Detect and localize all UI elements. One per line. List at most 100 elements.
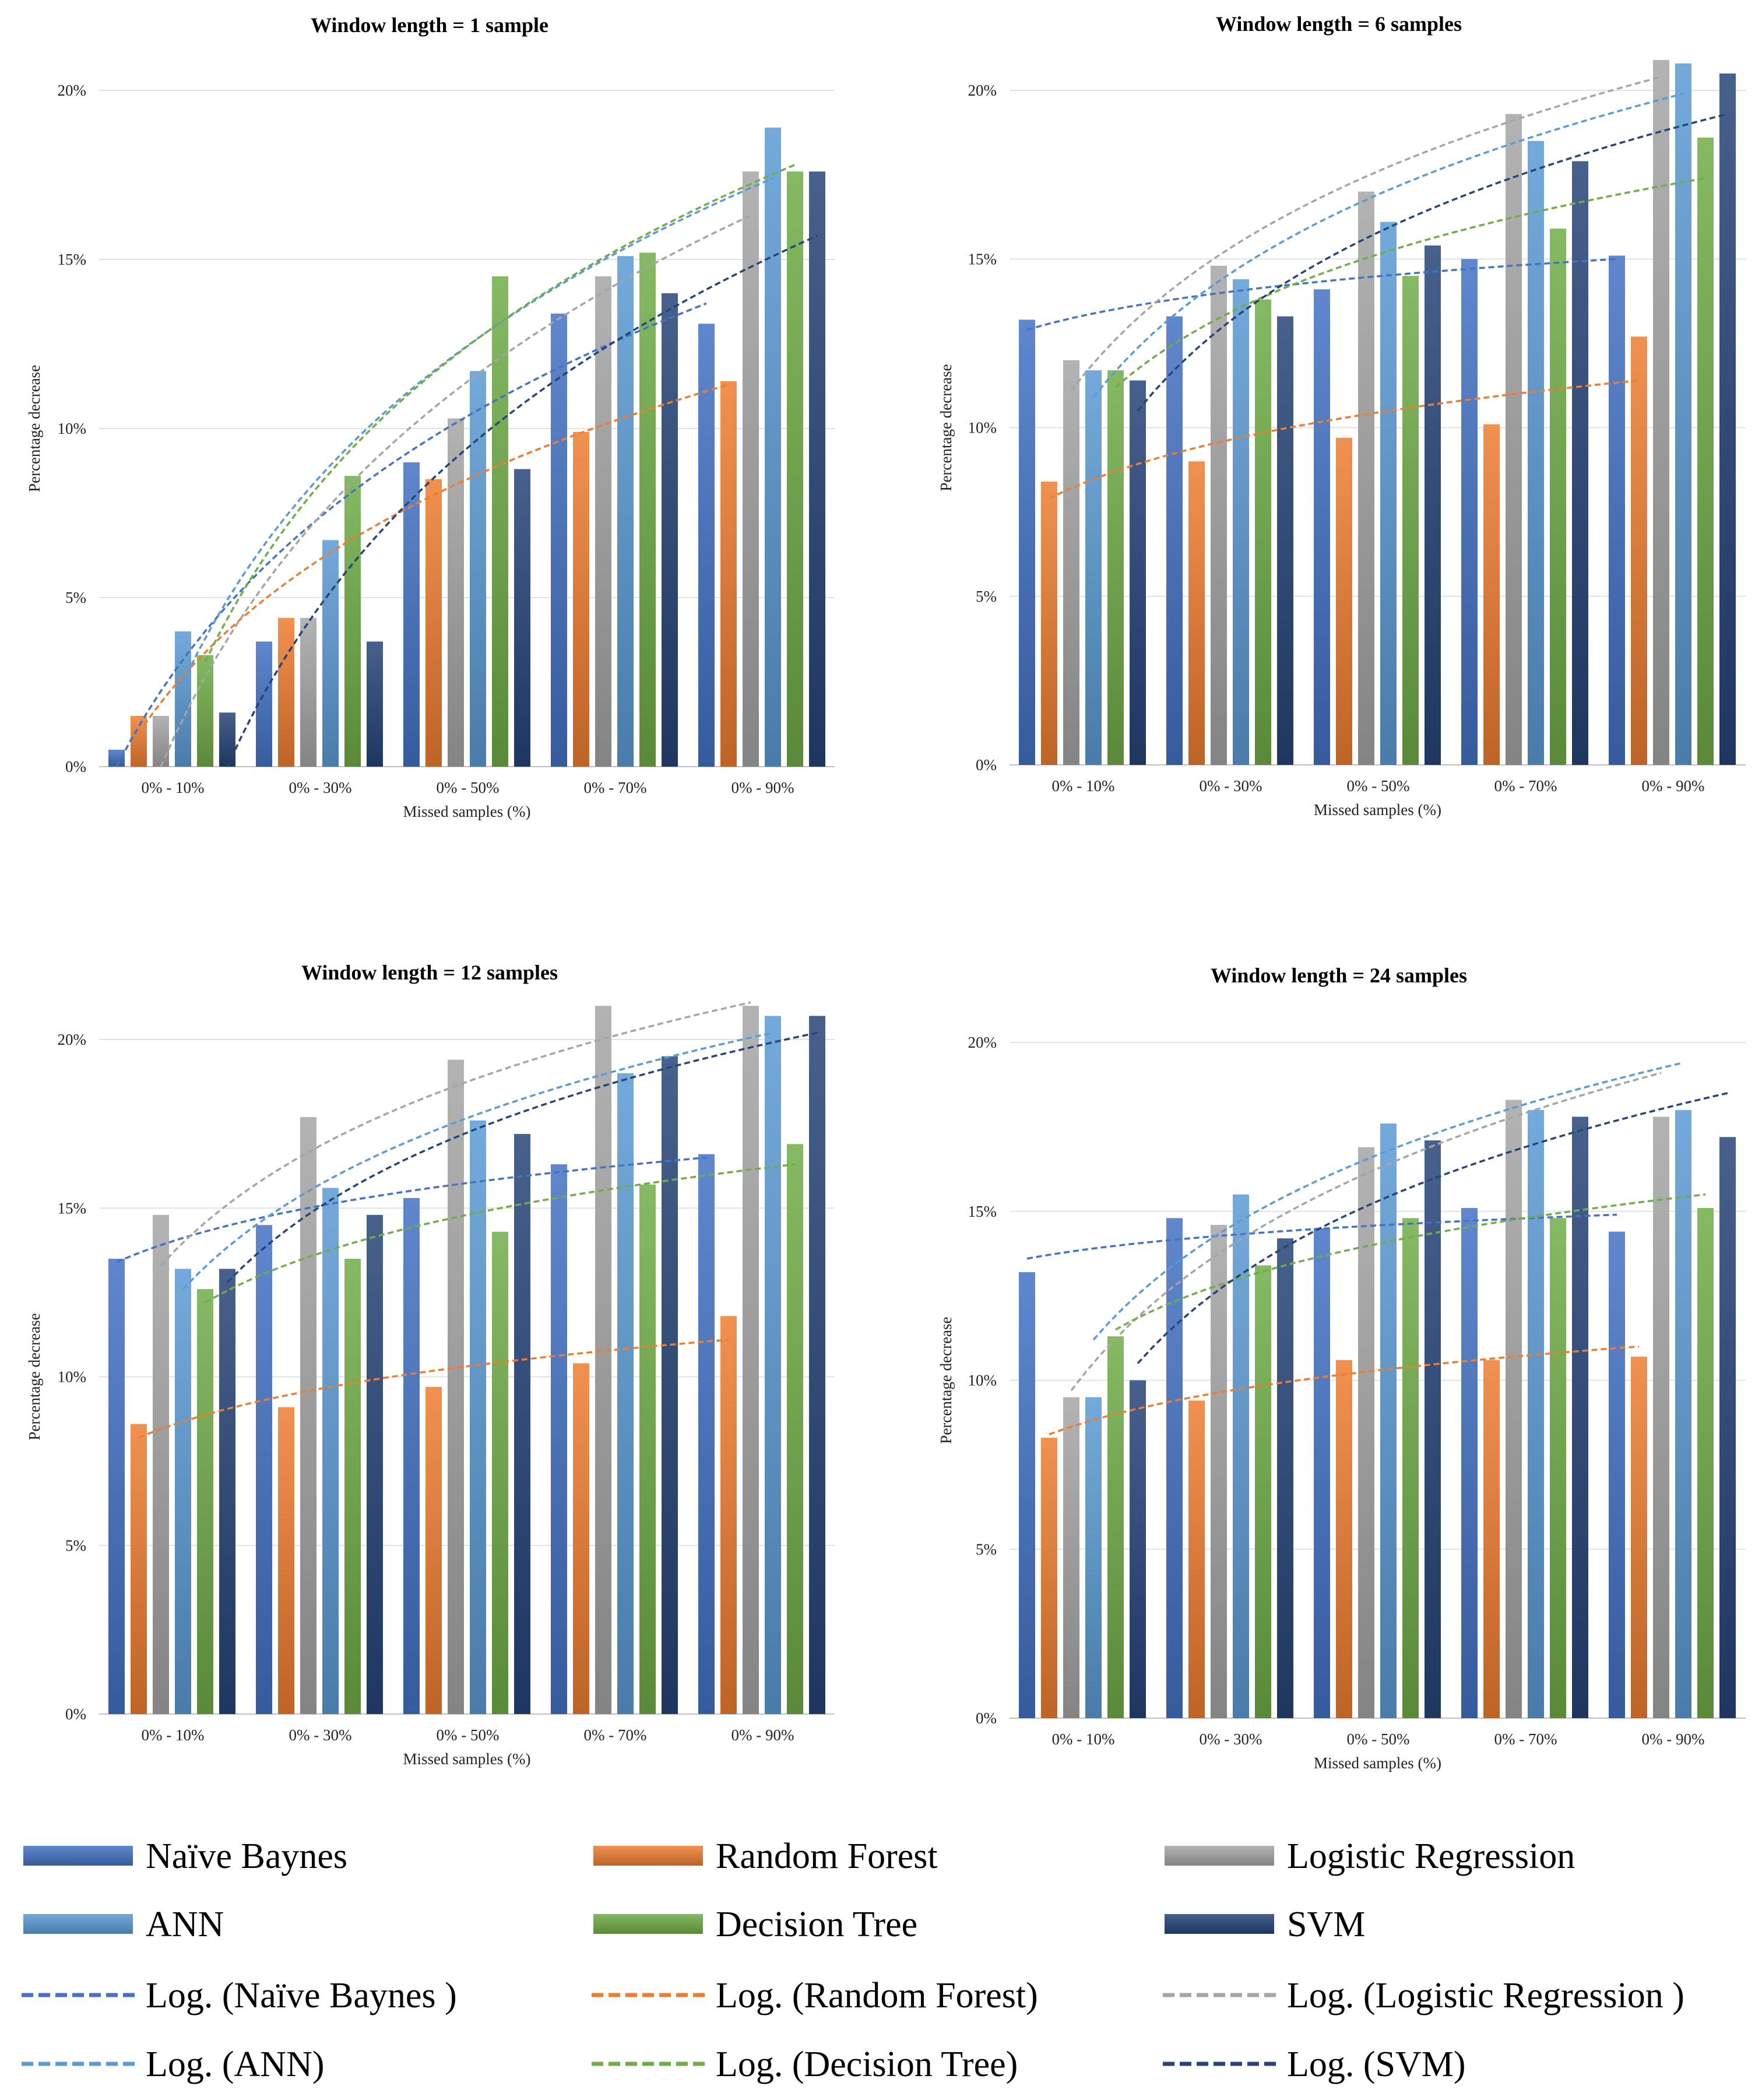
bar-logistic-regression-4 <box>1506 114 1522 765</box>
y-tick-label: 20% <box>968 1034 997 1051</box>
bar-random-forest-4 <box>1483 1360 1500 1718</box>
legend-label: Log. (Logistic Regression ) <box>1287 1976 1684 2015</box>
bar-logistic-regression-5 <box>1653 1116 1669 1718</box>
bar-na-ve-baynes-1 <box>108 1259 125 1714</box>
bar-random-forest-5 <box>720 381 737 767</box>
bar-random-forest-2 <box>278 1407 294 1714</box>
y-tick-label: 10% <box>968 1372 997 1389</box>
bar-logistic-regression-3 <box>1358 191 1374 765</box>
legend-item: Log. (ANN) <box>22 2045 325 2084</box>
bar-ann-2 <box>322 540 339 767</box>
bar-decision-tree-1 <box>1107 370 1124 765</box>
bar-svm-5 <box>809 1016 825 1714</box>
chart-title: Window length = 24 samples <box>1211 964 1467 987</box>
trendlines <box>115 163 818 767</box>
trendline-log-na-ve-baynes <box>1026 258 1617 331</box>
bar-ann-4 <box>617 256 634 767</box>
x-tick-label: 0% - 50% <box>437 779 500 796</box>
trendline-log-ann <box>182 1031 773 1290</box>
trendlines <box>1026 1062 1728 1435</box>
bar-svm-1 <box>1130 380 1146 765</box>
trendline-log-svm <box>1137 1092 1728 1364</box>
x-tick-label: 0% - 70% <box>584 779 647 796</box>
bar-na-ve-baynes-4 <box>551 313 567 767</box>
bar-svm-1 <box>1130 1380 1146 1718</box>
bar-svm-5 <box>1719 1137 1736 1718</box>
bar-na-ve-baynes-1 <box>108 750 125 767</box>
bar-decision-tree-3 <box>492 1231 508 1714</box>
bar-ann-2 <box>322 1188 339 1714</box>
bar-logistic-regression-3 <box>1358 1147 1374 1718</box>
y-tick-label: 5% <box>976 1540 997 1558</box>
bar-decision-tree-2 <box>1255 299 1271 765</box>
bar-ann-4 <box>1528 141 1544 765</box>
bar-ann-5 <box>765 127 781 767</box>
legend-swatch <box>23 1914 133 1934</box>
bar-decision-tree-5 <box>787 1144 803 1714</box>
legend-label: SVM <box>1287 1905 1365 1944</box>
bar-ann-5 <box>1675 63 1691 765</box>
bar-decision-tree-2 <box>344 1259 361 1714</box>
y-tick-label: 0% <box>976 756 997 774</box>
bar-ann-3 <box>470 371 486 767</box>
trendline-log-svm <box>226 234 818 767</box>
legend-swatch <box>23 1846 133 1866</box>
y-axis-label: Percentage decrease <box>937 364 955 491</box>
bars <box>1019 1100 1736 1718</box>
legend-item: Naïve Baynes <box>23 1836 347 1876</box>
y-axis-label: Percentage decrease <box>937 1316 955 1444</box>
bar-ann-2 <box>1233 279 1249 765</box>
bar-ann-3 <box>1380 1123 1397 1718</box>
x-tick-label: 0% - 90% <box>1642 1730 1705 1748</box>
trendline-log-decision-tree <box>1114 177 1706 388</box>
x-tick-label: 0% - 10% <box>142 1726 205 1744</box>
y-tick-label: 5% <box>65 1537 86 1554</box>
bar-random-forest-1 <box>1041 482 1057 765</box>
bar-ann-1 <box>1085 1397 1102 1718</box>
chart-title: Window length = 6 samples <box>1216 12 1462 36</box>
bar-decision-tree-5 <box>787 171 803 767</box>
y-tick-label: 5% <box>976 588 997 605</box>
legend-swatch <box>593 1846 703 1866</box>
bar-logistic-regression-4 <box>595 276 611 767</box>
trendlines <box>116 1001 818 1439</box>
bar-na-ve-baynes-4 <box>1461 259 1478 765</box>
y-tick-label: 0% <box>65 758 86 775</box>
bar-random-forest-1 <box>131 1424 147 1714</box>
x-tick-label: 0% - 10% <box>142 779 205 796</box>
trendline-log-svm <box>1137 113 1728 412</box>
bar-ann-2 <box>1233 1194 1249 1718</box>
bars <box>108 1006 825 1714</box>
bar-random-forest-3 <box>1336 1360 1352 1718</box>
y-tick-label: 15% <box>968 1203 997 1220</box>
trendline-log-na-ve-baynes <box>116 1156 707 1263</box>
bar-svm-5 <box>1719 73 1736 765</box>
x-tick-label: 0% - 90% <box>731 1726 794 1744</box>
bar-logistic-regression-5 <box>743 171 759 767</box>
bar-decision-tree-4 <box>1550 229 1566 765</box>
x-tick-label: 0% - 10% <box>1052 1730 1115 1748</box>
x-tick-label: 0% - 50% <box>1347 777 1410 795</box>
y-tick-label: 0% <box>976 1709 997 1727</box>
bar-ann-1 <box>175 1269 191 1714</box>
legend-item: ANN <box>23 1905 224 1944</box>
bar-logistic-regression-5 <box>1653 59 1669 765</box>
trendline-log-random-forest <box>1049 1345 1640 1435</box>
x-tick-label: 0% - 30% <box>1200 1730 1262 1748</box>
legend-label: Log. (SVM) <box>1287 2045 1466 2084</box>
bar-svm-4 <box>662 293 678 767</box>
bar-logistic-regression-2 <box>300 1117 316 1714</box>
chart-panel-1: Window length = 1 sample 0% 5% 10% 15% 20% Per… <box>26 13 835 820</box>
bars <box>1019 59 1736 765</box>
legend-label: Log. (ANN) <box>146 2045 325 2084</box>
trendline-log-random-forest <box>138 1339 729 1439</box>
trendline-log-ann <box>182 177 773 683</box>
legend-label: ANN <box>146 1905 224 1944</box>
x-tick-label: 0% - 10% <box>1052 777 1115 795</box>
x-axis-label: Missed samples (%) <box>1314 801 1441 819</box>
bar-svm-2 <box>367 1214 383 1714</box>
bar-na-ve-baynes-1 <box>1019 1272 1035 1718</box>
bar-decision-tree-2 <box>344 476 361 767</box>
bar-logistic-regression-1 <box>1063 1397 1079 1718</box>
bar-na-ve-baynes-4 <box>551 1164 567 1714</box>
